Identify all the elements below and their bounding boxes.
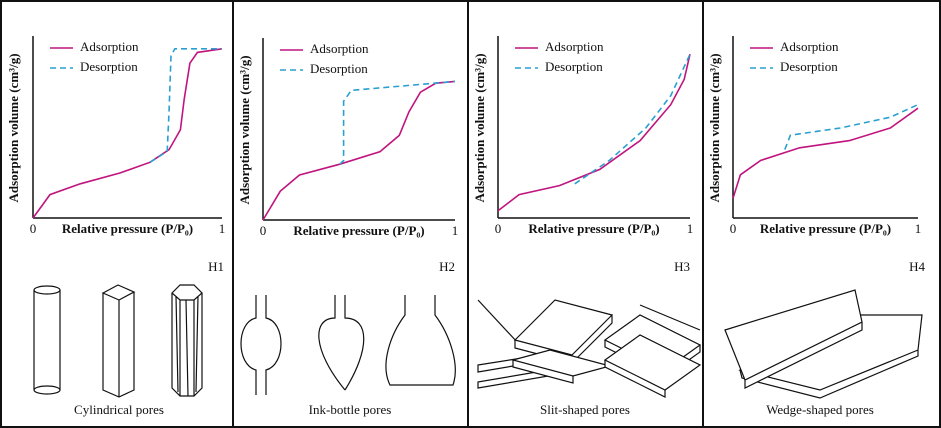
y-axis-label: Adsorption volume (cm³/g) [472,53,487,202]
panel-label: H4 [909,259,925,274]
panel-label: H1 [208,259,224,274]
x-tick-label: 1 [687,221,694,236]
pore-caption: Ink-bottle pores [309,402,392,417]
x-tick-label: 0 [30,221,37,236]
series-line [732,107,919,199]
cylindrical-pore-drawings [33,284,203,398]
x-tick-label: 0 [730,221,737,236]
legend-label: Adsorption [310,41,369,56]
x-tick-label: 0 [495,221,502,236]
x-axis-label: Relative pressure (P/P₀) [760,221,891,236]
x-axis-label: Relative pressure (P/P₀) [62,221,193,236]
series-line [32,48,223,219]
y-axis-label: Adsorption volume (cm³/g) [237,55,252,204]
panel-dividers [232,1,704,427]
x-tick-label: 1 [915,221,922,236]
x-axis-label: Relative pressure (P/P₀) [293,223,424,238]
x-tick-label: 0 [260,223,267,238]
ink-bottle-pore-drawings [240,295,456,395]
pore-caption: Slit-shaped pores [540,402,630,417]
series-line [497,54,691,212]
x-tick-label: 1 [452,223,459,238]
series-line [262,80,456,221]
legend-label: Adsorption [545,39,604,54]
series-line [784,103,919,150]
panel-label: H2 [439,259,455,274]
pore-caption: Cylindrical pores [74,402,164,417]
slit-pore-drawings [477,299,702,398]
series-line [574,53,691,185]
legend-label: Desorption [545,59,603,74]
legend-label: Adsorption [780,39,839,54]
panel-label: H3 [674,259,690,274]
x-axis-label: Relative pressure (P/P₀) [528,221,659,236]
y-axis-label: Adsorption volume (cm³/g) [707,53,722,202]
legend-label: Adsorption [80,39,139,54]
x-tick-label: 1 [219,221,226,236]
legend-label: Desorption [80,59,138,74]
legend-label: Desorption [310,61,368,76]
series-line [339,80,456,165]
series-line [149,48,222,163]
y-axis-label: Adsorption volume (cm³/g) [6,53,21,202]
wedge-pore-drawings [724,289,923,399]
pore-caption: Wedge-shaped pores [766,402,874,417]
legend-label: Desorption [780,59,838,74]
